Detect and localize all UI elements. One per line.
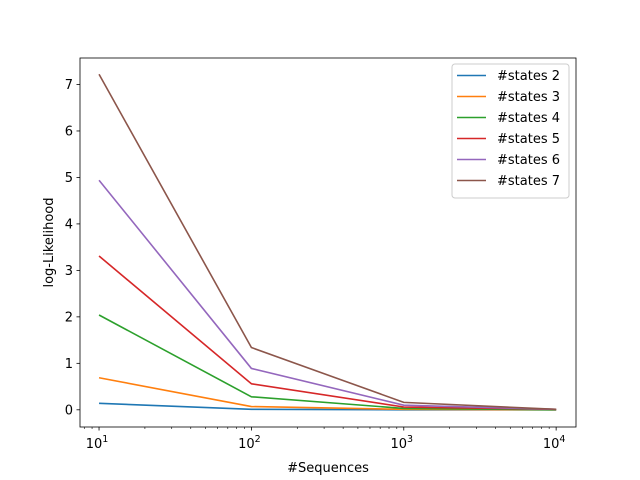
y-tick-label: 4 [65,217,73,232]
x-axis-label: #Sequences [287,461,369,476]
x-tick-base: 10 [86,437,103,452]
x-tick-base: 10 [390,437,407,452]
plot-frame [79,57,577,428]
y-tick-label: 5 [65,171,73,186]
y-tick-label: 7 [65,78,73,93]
x-tick-exponent: 3 [407,434,413,445]
x-tick-base: 10 [543,437,560,452]
x-tick-base: 10 [238,437,255,452]
legend-label-6: #states 7 [497,174,560,189]
legend-label-3: #states 4 [497,111,560,126]
x-tick-label: 101 [86,434,109,452]
legend-label-2: #states 3 [497,90,560,105]
x-tick-label: 104 [543,434,566,452]
y-axis-label: log-Likelihood [42,197,57,287]
y-tick-label: 6 [65,124,73,139]
y-tick-label: 3 [65,264,73,279]
x-tick-label: 103 [390,434,413,452]
y-tick-label: 1 [65,357,73,372]
x-tick-exponent: 2 [255,434,261,445]
x-tick-label: 102 [238,434,261,452]
series-line-5 [98,179,557,411]
legend-label-1: #states 2 [497,69,560,84]
legend: #states 2 #states 3 #states 4 #states 5 #sta… [451,63,570,199]
x-tick-exponent: 4 [559,434,565,445]
series-line-4 [98,255,557,411]
series-line-3 [98,314,557,411]
x-tick-exponent: 1 [102,434,108,445]
legend-label-4: #states 5 [497,132,560,147]
y-tick-label: 0 [65,403,73,418]
series-lines [98,73,557,411]
y-tick-label: 2 [65,310,73,325]
legend-label-5: #states 6 [497,153,560,168]
series-line-6 [98,73,557,411]
legend-box [451,63,570,199]
